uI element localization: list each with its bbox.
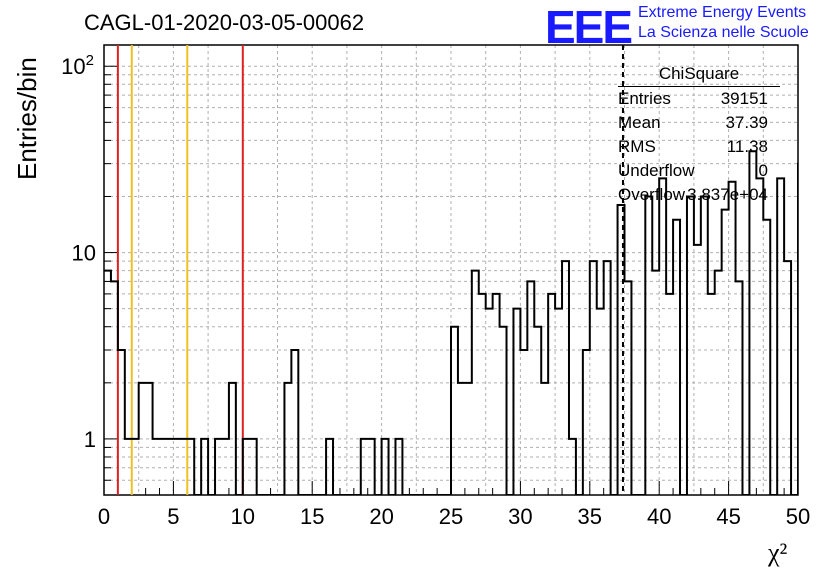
stats-box: ChiSquare Entries 39151 Mean 37.39 RMS 1… [608,64,780,207]
x-tick-label: 40 [647,504,671,529]
y-tick-label: 10 [72,241,96,266]
x-tick-label: 0 [98,504,110,529]
stats-value: 39151 [720,89,768,108]
stats-key: Underflow [618,161,695,180]
histogram-steps [104,150,798,495]
y-axis-label: Entries/bin [12,57,42,180]
stats-row-mean: Mean 37.39 [608,111,780,135]
x-tick-label: 20 [369,504,393,529]
x-tick-label: 25 [439,504,463,529]
stats-key: Entries [618,89,671,108]
logo-line-1: Extreme Energy Events [638,4,807,21]
x-tick-label: 15 [300,504,324,529]
y-tick-label: 102 [61,52,94,79]
logo-line-2: La Scienza nelle Scuole [638,24,809,41]
stats-value: 3.837e+04 [687,185,768,204]
x-tick-label: 45 [716,504,740,529]
stats-value: 0 [758,161,768,180]
stats-row-entries: Entries 39151 [608,87,780,111]
stats-row-underflow: Underflow 0 [608,159,780,183]
stats-value: 37.39 [725,113,768,132]
stats-key: Mean [618,113,661,132]
stats-value: 11.38 [726,137,768,156]
eee-logo: EEE [545,1,633,53]
stats-row-overflow: Overflow 3.837e+04 [608,183,780,207]
x-axis-label: χ² [768,538,788,567]
x-tick-label: 5 [167,504,179,529]
x-tick-label: 10 [231,504,255,529]
stats-row-rms: RMS 11.38 [608,135,780,159]
chart-title: CAGL-01-2020-03-05-00062 [84,10,365,35]
x-tick-label: 30 [508,504,532,529]
y-tick-label: 1 [84,427,96,452]
stats-key: Overflow [618,185,686,204]
x-tick-label: 50 [786,504,810,529]
x-tick-label: 35 [578,504,602,529]
stats-title: ChiSquare [618,64,780,87]
stats-key: RMS [618,137,656,156]
